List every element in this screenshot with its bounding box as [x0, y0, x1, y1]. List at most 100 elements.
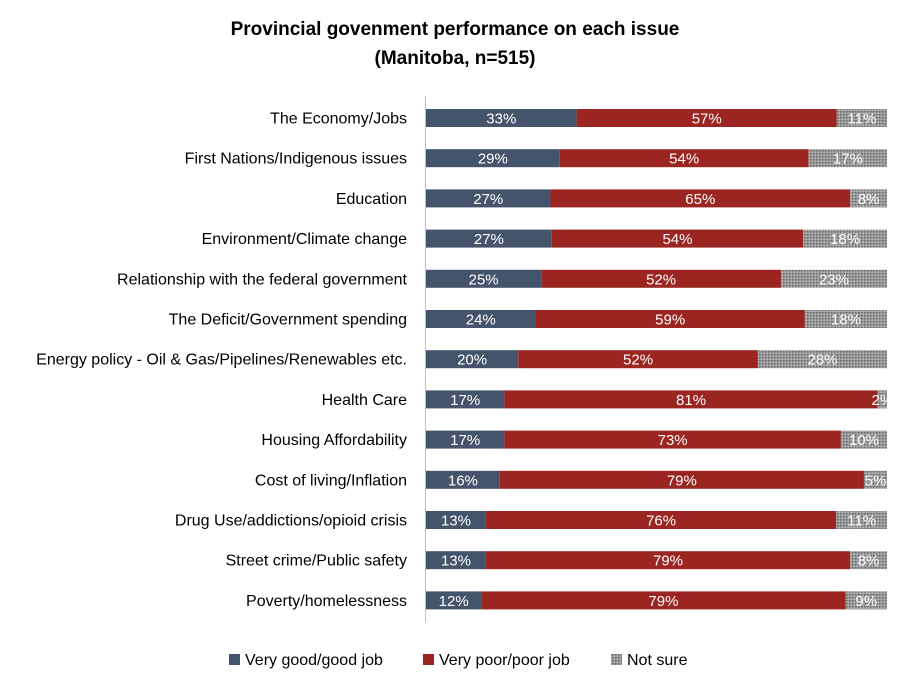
bar-segment	[518, 350, 758, 369]
data-label: 5%	[865, 472, 887, 489]
bar-segment	[504, 390, 878, 409]
data-label: 8%	[858, 191, 880, 208]
bar-segment	[504, 430, 841, 449]
bar-segment	[426, 511, 486, 529]
bar-segment	[576, 109, 837, 127]
data-label: 57%	[692, 111, 722, 128]
data-label: 23%	[819, 271, 849, 288]
bar-segment	[481, 591, 846, 610]
bar-segment	[541, 269, 781, 288]
bar-segment	[426, 551, 486, 570]
data-label: 9%	[855, 593, 877, 610]
bar-segment	[426, 109, 577, 127]
data-label: 54%	[662, 231, 692, 248]
data-label: 13%	[441, 513, 471, 530]
data-label: 13%	[441, 553, 471, 570]
bar-segment	[863, 470, 887, 489]
data-label: 25%	[469, 271, 499, 288]
category-label: Housing Affordability	[261, 432, 407, 449]
bar-segment	[426, 350, 519, 369]
data-label: 79%	[653, 553, 683, 570]
data-label: 8%	[858, 553, 880, 570]
bar-segment	[485, 511, 837, 529]
category-label: Energy policy - Oil & Gas/Pipelines/Rene…	[36, 352, 407, 369]
legend-label: Very good/good job	[245, 652, 383, 669]
category-label: Relationship with the federal government	[117, 271, 408, 288]
category-label: Poverty/homelessness	[246, 593, 407, 610]
category-label: Cost of living/Inflation	[255, 472, 407, 489]
bar-segment	[426, 269, 542, 288]
bar-segment	[550, 189, 851, 208]
legend-swatch	[423, 654, 434, 665]
data-label: 20%	[457, 352, 487, 369]
legend-label: Very poor/poor job	[439, 652, 570, 669]
data-label: 16%	[448, 472, 478, 489]
data-label: 27%	[473, 191, 503, 208]
bar-segment	[426, 310, 536, 328]
data-label: 65%	[685, 191, 715, 208]
data-label: 11%	[847, 111, 876, 128]
data-label: 24%	[466, 312, 496, 329]
data-label: 18%	[830, 231, 860, 248]
data-label: 29%	[478, 151, 508, 168]
category-label: First Nations/Indigenous issues	[185, 151, 407, 168]
data-label: 12%	[439, 593, 469, 610]
category-label: Street crime/Public safety	[226, 553, 407, 570]
bar-segment	[803, 229, 887, 248]
bar-segment	[426, 591, 482, 610]
data-label: 11%	[847, 513, 876, 530]
bar-segment	[840, 430, 887, 449]
bar-segment	[535, 310, 805, 328]
data-label: 10%	[849, 432, 879, 449]
bar-segment	[499, 470, 864, 489]
bar-segment	[850, 189, 887, 208]
bar-segment	[426, 229, 552, 248]
data-label: 17%	[450, 392, 480, 409]
bar-segment	[426, 149, 560, 168]
bar-segment	[426, 430, 505, 449]
data-label: 54%	[669, 151, 699, 168]
category-label: The Economy/Jobs	[270, 111, 407, 128]
category-label: Health Care	[322, 392, 407, 409]
bar-segment	[780, 269, 887, 288]
bar-segment	[804, 310, 887, 328]
bar-segment	[551, 229, 804, 248]
data-label: 52%	[623, 352, 653, 369]
bar-segment	[426, 470, 500, 489]
legend-swatch	[611, 654, 622, 665]
bar-segment	[836, 511, 887, 529]
chart-subtitle: (Manitoba, n=515)	[374, 48, 536, 69]
data-label: 76%	[646, 513, 676, 530]
data-label: 2%	[872, 392, 894, 409]
bar-segment	[757, 350, 887, 369]
bar-segment	[877, 390, 887, 409]
bar-segment	[836, 109, 887, 127]
category-label: Education	[336, 191, 407, 208]
data-label: 18%	[831, 312, 861, 329]
data-label: 79%	[667, 472, 697, 489]
data-label: 28%	[807, 352, 837, 369]
legend-swatch	[229, 654, 240, 665]
category-label: Drug Use/addictions/opioid crisis	[175, 513, 407, 530]
data-label: 81%	[676, 392, 706, 409]
bar-segment	[485, 551, 851, 570]
category-label: The Deficit/Government spending	[169, 312, 407, 329]
chart-title: Provincial govenment performance on each…	[230, 19, 680, 40]
category-label: Environment/Climate change	[202, 231, 408, 248]
bar-segment	[426, 189, 551, 208]
data-label: 17%	[450, 432, 480, 449]
data-label: 33%	[486, 111, 516, 128]
data-label: 59%	[655, 312, 685, 329]
data-label: 73%	[658, 432, 688, 449]
bar-segment	[845, 591, 887, 610]
bar-segment	[808, 149, 887, 168]
data-label: 17%	[833, 151, 863, 168]
data-label: 79%	[648, 593, 678, 610]
bar-segment	[426, 390, 505, 409]
legend-label: Not sure	[627, 652, 688, 669]
data-label: 27%	[474, 231, 504, 248]
bar-segment	[850, 551, 887, 570]
bar-segment	[559, 149, 809, 168]
